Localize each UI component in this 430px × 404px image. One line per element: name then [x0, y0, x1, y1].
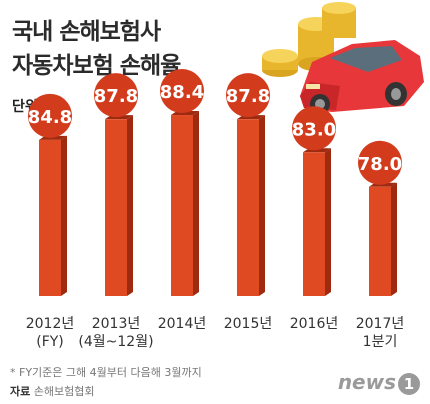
category-label-2: 2014년	[158, 316, 207, 332]
value-label-1: 87.8	[94, 86, 138, 107]
value-circle-5	[358, 140, 402, 185]
bar-1	[105, 119, 127, 297]
value-circle-1	[94, 73, 138, 118]
category-label-1: 2013년 (4월~12월)	[78, 316, 153, 350]
category-label-3: 2015년	[224, 316, 273, 332]
value-circle-0	[28, 93, 72, 138]
value-label-2: 88.4	[160, 82, 204, 103]
bar-5	[369, 186, 391, 296]
bar-side-4	[325, 148, 331, 296]
value-label-4: 83.0	[292, 119, 336, 140]
source: 자료 손해보험협회	[10, 383, 94, 399]
title-line-1: 국내 손해보험사	[12, 19, 161, 45]
value-circle-3	[226, 73, 270, 118]
bar-0	[39, 139, 61, 296]
bar-side-3	[259, 115, 265, 297]
category-label-4: 2016년	[290, 316, 339, 332]
value-label-3: 87.8	[226, 86, 270, 107]
bar-chart: 84.8 2012년 (FY) 87.8 2013년 (4월~12월) 88.4 2014년 8…	[26, 2, 424, 350]
logo-mark: 1	[398, 372, 420, 395]
title-line-2: 자동차보험 손해율	[12, 53, 181, 79]
bar-side-1	[127, 115, 133, 297]
bar-side-2	[193, 111, 199, 296]
car-illustration-icon	[262, 2, 424, 114]
bar-side-5	[391, 182, 397, 296]
category-label-0: 2012년 (FY)	[26, 316, 75, 350]
category-label-5: 2017년 1분기	[356, 316, 405, 350]
bar-side-0	[61, 135, 67, 296]
red-car-icon	[300, 40, 424, 114]
value-circle-2	[160, 69, 204, 114]
footnote: * FY기준은 그해 4월부터 다음해 3월까지	[10, 366, 202, 379]
value-label-0: 84.8	[28, 107, 72, 128]
bar-2	[171, 115, 193, 296]
news1-logo: news 1	[338, 370, 420, 395]
bar-4	[303, 152, 325, 296]
source-label: 자료	[10, 385, 31, 398]
logo-text: news	[337, 370, 396, 394]
value-circle-4	[292, 106, 336, 151]
value-label-5: 78.0	[358, 154, 402, 175]
bar-3	[237, 119, 259, 297]
source-value: 손해보험협회	[33, 385, 95, 398]
